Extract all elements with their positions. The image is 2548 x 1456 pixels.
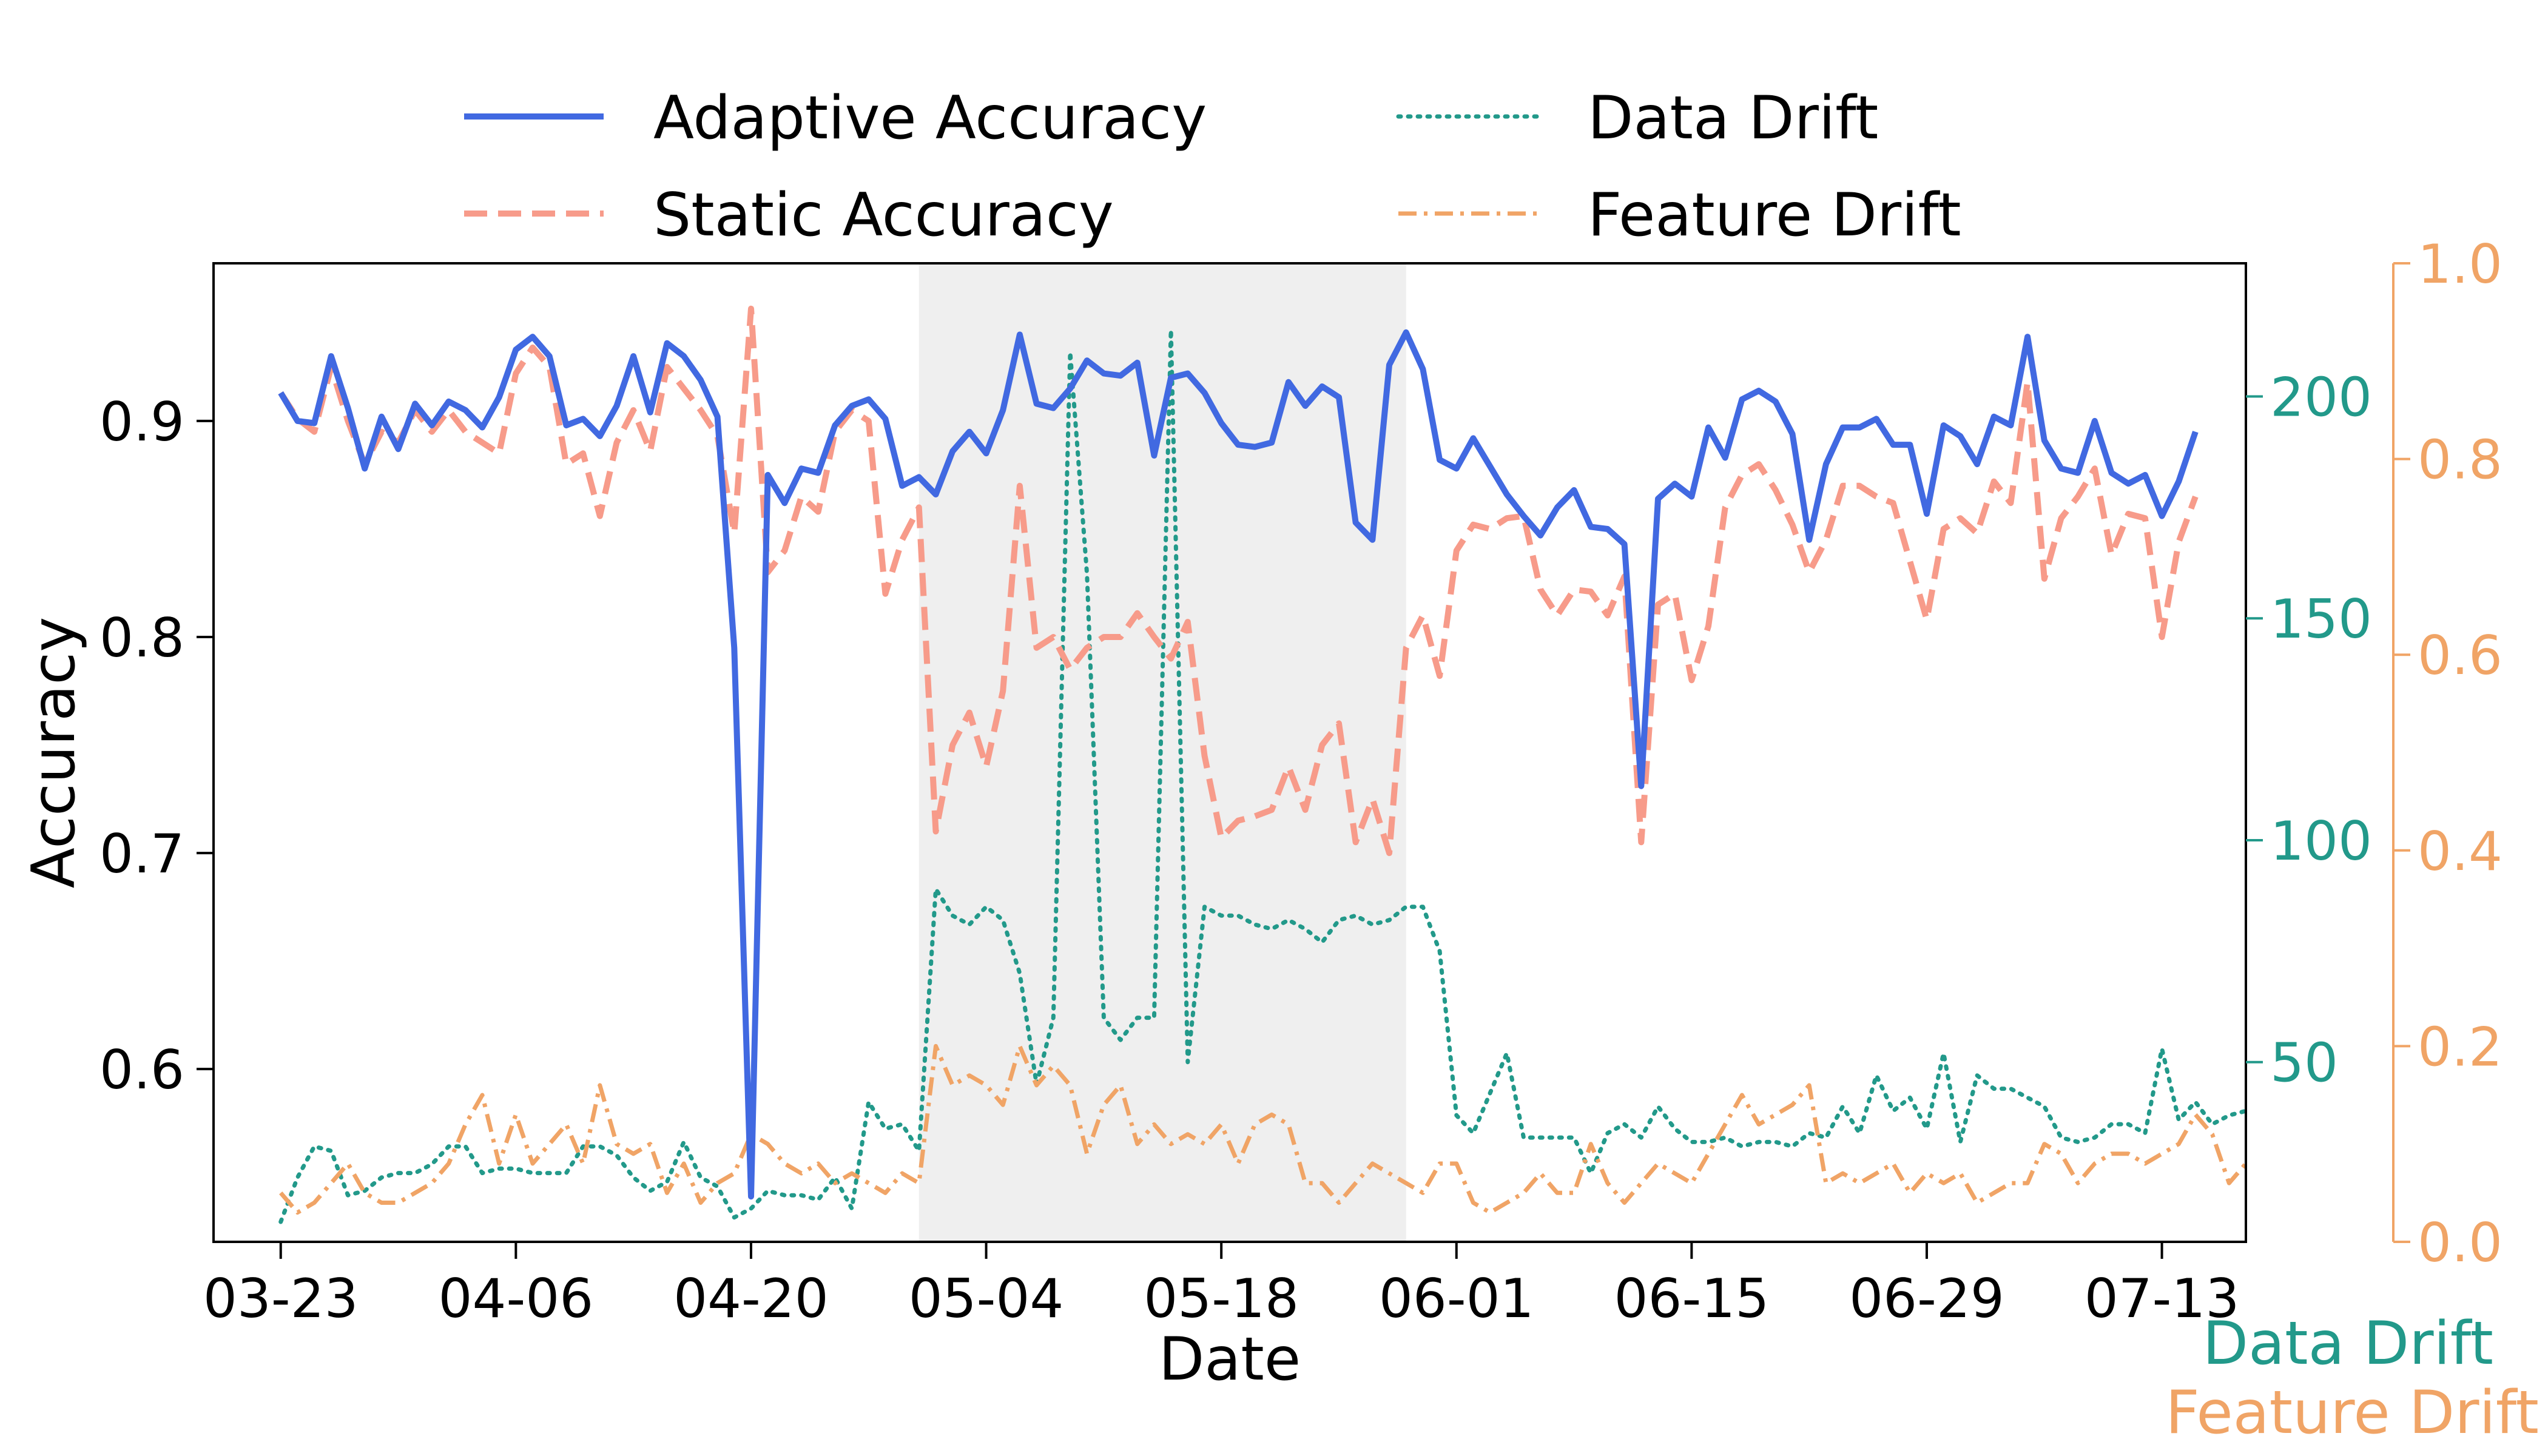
y-axis-title: Accuracy: [19, 617, 89, 888]
x-tick-label: 05-18: [1144, 1267, 1299, 1330]
y-axis-left: 0.6 0.7 0.8 0.9: [99, 391, 214, 1101]
legend-label-adaptive-accuracy: Adaptive Accuracy: [653, 84, 1207, 153]
y-axis-data-drift: 50 100 150 200: [2246, 366, 2372, 1094]
x-tick-label: 07-13: [2085, 1267, 2240, 1330]
y2-axis-title: Data Drift: [2203, 1309, 2493, 1378]
y2-tick-label: 50: [2270, 1032, 2338, 1094]
y2-tick-label: 200: [2270, 366, 2372, 428]
series-layer: [278, 305, 2248, 1224]
legend-label-static-accuracy: Static Accuracy: [653, 181, 1114, 250]
y3-tick-label: 0.2: [2418, 1016, 2502, 1078]
y3-tick-label: 0.8: [2418, 429, 2502, 491]
legend-label-data-drift: Data Drift: [1588, 84, 1878, 153]
series-line-data-drift: [278, 328, 2248, 1224]
y2-tick-label: 100: [2270, 810, 2372, 872]
y3-tick-label: 1.0: [2418, 233, 2502, 295]
series-line-feature-drift: [279, 1043, 2248, 1215]
y-tick-label: 0.7: [99, 823, 184, 885]
x-tick-label: 06-29: [1849, 1267, 2004, 1330]
x-tick-label: 06-01: [1379, 1267, 1534, 1330]
x-tick-label: 06-15: [1614, 1267, 1770, 1330]
y3-axis-title: Feature Drift: [2165, 1378, 2539, 1448]
x-axis-title: Date: [1159, 1325, 1301, 1394]
x-tick-label: 04-06: [438, 1267, 593, 1330]
plot-frame: [212, 262, 2247, 1243]
x-tick-label: 05-04: [909, 1267, 1064, 1330]
x-tick-label: 03-23: [203, 1267, 359, 1330]
series-line-static-accuracy: [278, 305, 2199, 857]
y3-tick-label: 0.0: [2418, 1212, 2502, 1274]
legend-label-feature-drift: Feature Drift: [1588, 181, 1961, 250]
y-tick-label: 0.8: [99, 607, 184, 669]
y-tick-label: 0.6: [99, 1039, 184, 1101]
series-line-adaptive-accuracy: [278, 329, 2199, 1200]
x-axis: 03-23 04-06 04-20 05-04 05-18 06-01 06-15 06-29…: [203, 1242, 2240, 1330]
y-tick-label: 0.9: [99, 391, 184, 453]
y3-tick-label: 0.4: [2418, 820, 2502, 883]
y-axis-feature-drift: 0.0 0.2 0.4 0.6 0.8 1.0: [2392, 233, 2502, 1274]
legend: Adaptive Accuracy Static Accuracy Data Dri…: [464, 84, 1961, 250]
x-tick-label: 04-20: [673, 1267, 829, 1330]
y2-tick-label: 150: [2270, 588, 2372, 650]
y3-tick-label: 0.6: [2418, 624, 2502, 687]
